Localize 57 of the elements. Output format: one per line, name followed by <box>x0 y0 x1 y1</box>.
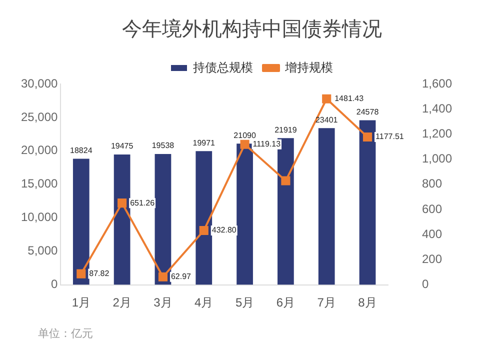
y-tick-label: 25,000 <box>21 110 58 124</box>
y-tick-label: 10,000 <box>21 210 58 224</box>
legend-label: 持债总规模 <box>193 60 253 74</box>
point <box>199 226 208 236</box>
x-tick-label: 2月 <box>112 295 132 310</box>
x-tick-label: 7月 <box>317 295 336 310</box>
x-tick-label: 4月 <box>194 295 214 310</box>
data-label: 651.26 <box>130 198 156 208</box>
bar <box>72 158 90 285</box>
y2-tick-label: 200 <box>422 252 442 266</box>
y-tick-label: 20,000 <box>21 143 58 158</box>
y2-tick-label: 0 <box>422 277 429 292</box>
point <box>158 272 168 282</box>
data-label: 21919 <box>274 125 298 134</box>
data-label: 87.82 <box>89 268 110 278</box>
data-label: 1119.13 <box>252 140 282 149</box>
x-tick-label: 5月 <box>235 295 254 310</box>
y-tick-label: 0 <box>51 277 58 292</box>
y2-tick-label: 1,600 <box>422 76 452 90</box>
point <box>362 132 372 142</box>
bar <box>359 120 376 285</box>
y2-tick-label: 800 <box>422 176 442 191</box>
legend-label: 增持规模 <box>284 60 333 74</box>
data-label: 62.97 <box>170 272 192 282</box>
x-tick-label: 8月 <box>358 295 377 310</box>
bar <box>154 154 172 285</box>
data-label: 21090 <box>234 130 256 140</box>
data-label: 432.80 <box>212 226 237 235</box>
bar <box>114 154 130 285</box>
y2-tick-label: 600 <box>422 202 442 216</box>
data-label: 1481.43 <box>334 94 364 104</box>
point <box>76 269 86 278</box>
y2-tick-label: 400 <box>422 226 442 241</box>
data-label: 19971 <box>192 138 216 148</box>
x-tick-label: 6月 <box>276 295 296 310</box>
data-label: 19475 <box>110 142 134 151</box>
y2-tick-label: 1,000 <box>422 152 452 166</box>
bar <box>236 144 253 285</box>
y-tick-label: 15,000 <box>21 176 58 191</box>
x-tick-label: 1月 <box>72 295 90 310</box>
point <box>322 94 332 104</box>
data-label: 18824 <box>70 146 93 156</box>
y2-tick-label: 1,200 <box>422 126 452 141</box>
x-tick-label: 3月 <box>154 295 172 310</box>
y-tick-label: 5,000 <box>28 244 58 258</box>
data-label: 1177.51 <box>376 132 404 142</box>
text: 单位：亿元 <box>37 327 94 341</box>
data-label: 19538 <box>152 141 175 150</box>
chart-title: 今年境外机构持中国债券情况 <box>122 18 382 41</box>
point <box>118 198 127 208</box>
y-tick-label: 30,000 <box>21 76 58 90</box>
data-label: 24578 <box>356 107 380 116</box>
point <box>281 176 290 186</box>
bar <box>196 151 212 285</box>
bar <box>318 128 335 285</box>
point <box>240 140 250 149</box>
y2-tick-label: 1,400 <box>422 101 452 116</box>
